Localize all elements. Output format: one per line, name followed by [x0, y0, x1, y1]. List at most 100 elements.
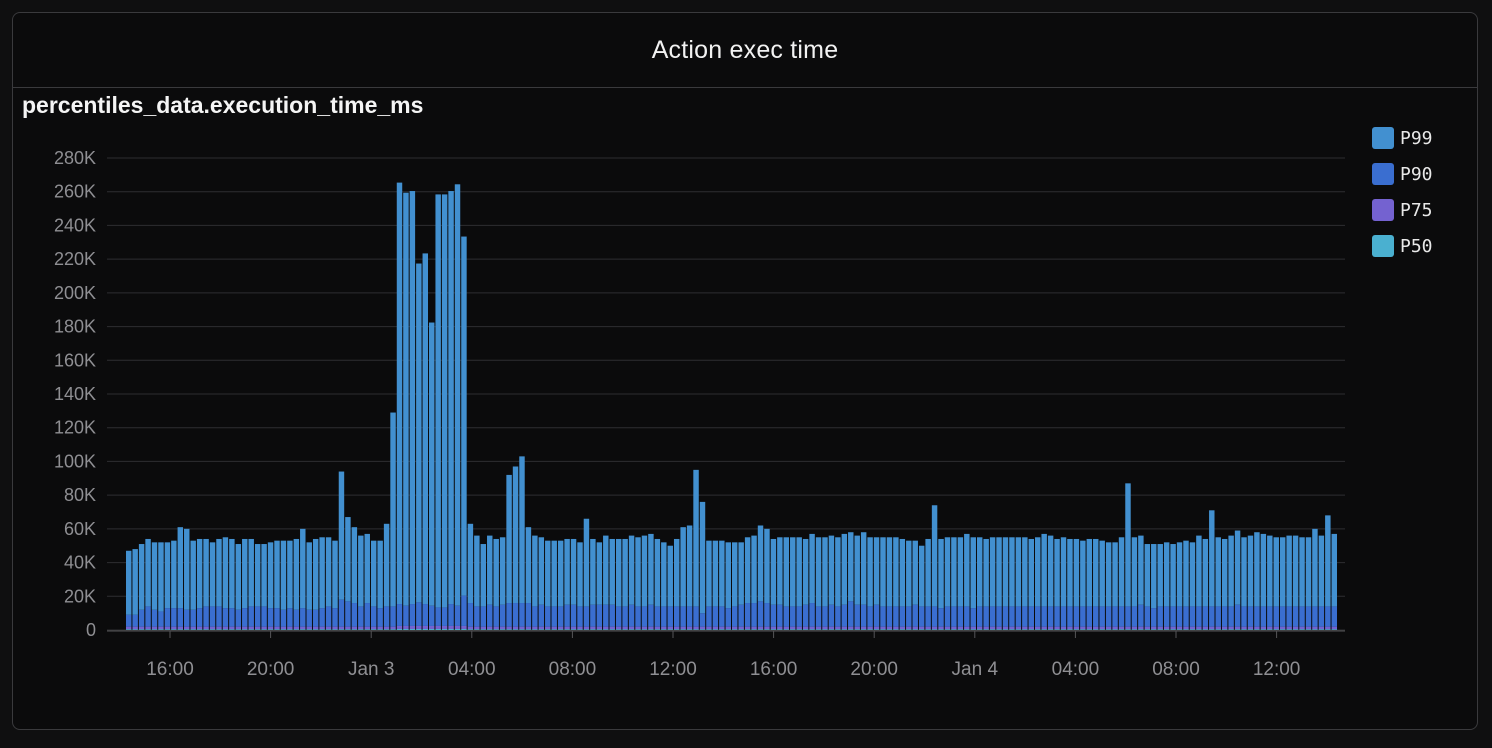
bar-p90[interactable] [1041, 606, 1047, 627]
bar-p50[interactable] [1170, 629, 1176, 630]
bar-p75[interactable] [1312, 626, 1318, 630]
bar-p75[interactable] [835, 626, 841, 630]
bar-p90[interactable] [196, 608, 203, 627]
bar-p90[interactable] [261, 606, 267, 627]
bar-p75[interactable] [1054, 626, 1060, 630]
bar-p90[interactable] [390, 606, 396, 627]
bar-p75[interactable] [132, 626, 138, 630]
bar-p99[interactable] [822, 537, 828, 607]
bar-p90[interactable] [828, 604, 835, 627]
bar-p75[interactable] [467, 626, 474, 630]
bar-p90[interactable] [931, 606, 938, 627]
bar-p75[interactable] [983, 626, 989, 630]
bar-p99[interactable] [319, 537, 325, 609]
bar-p75[interactable] [493, 626, 499, 630]
bar-p99[interactable] [1112, 542, 1118, 607]
bar-p99[interactable] [673, 538, 680, 607]
bar-p99[interactable] [680, 527, 686, 607]
bar-p75[interactable] [487, 626, 493, 630]
bar-p90[interactable] [1215, 606, 1221, 627]
bar-p50[interactable] [918, 629, 925, 630]
bar-p75[interactable] [126, 626, 132, 630]
bar-p75[interactable] [777, 626, 783, 630]
bar-p50[interactable] [287, 629, 293, 630]
bar-p90[interactable] [1331, 606, 1337, 627]
bar-p99[interactable] [757, 525, 764, 602]
bar-p50[interactable] [177, 629, 184, 630]
bar-p50[interactable] [1099, 629, 1105, 630]
bar-p50[interactable] [416, 628, 422, 630]
bar-p99[interactable] [751, 535, 757, 604]
bar-p90[interactable] [667, 606, 673, 627]
bar-p99[interactable] [358, 535, 364, 607]
bar-p90[interactable] [1118, 606, 1125, 627]
bar-p75[interactable] [461, 625, 467, 629]
bar-p99[interactable] [461, 236, 467, 596]
bar-p75[interactable] [209, 626, 216, 630]
bar-p75[interactable] [300, 626, 306, 630]
bar-p90[interactable] [802, 604, 809, 627]
bar-p50[interactable] [628, 629, 635, 630]
bar-p75[interactable] [970, 626, 976, 630]
bar-p75[interactable] [931, 626, 938, 630]
bar-p75[interactable] [164, 626, 171, 630]
bar-p75[interactable] [519, 626, 525, 630]
bar-p90[interactable] [770, 604, 777, 627]
bar-p50[interactable] [467, 629, 474, 630]
bar-p90[interactable] [1138, 604, 1144, 627]
bar-p50[interactable] [854, 629, 860, 630]
bar-p99[interactable] [719, 540, 725, 607]
bar-p50[interactable] [635, 629, 641, 630]
bar-p99[interactable] [989, 537, 996, 607]
bar-p50[interactable] [1196, 629, 1202, 630]
bar-p50[interactable] [906, 629, 912, 630]
bar-p90[interactable] [209, 606, 216, 627]
bar-p99[interactable] [622, 538, 628, 607]
bar-p90[interactable] [860, 604, 867, 627]
bar-p50[interactable] [1189, 629, 1196, 630]
bar-p50[interactable] [976, 629, 983, 630]
bar-p50[interactable] [454, 628, 461, 630]
bar-p99[interactable] [512, 466, 519, 604]
bar-p90[interactable] [1015, 606, 1022, 627]
bar-p50[interactable] [493, 629, 499, 630]
bar-p75[interactable] [551, 626, 557, 630]
bar-p90[interactable] [777, 604, 783, 627]
bar-p99[interactable] [628, 535, 635, 605]
bar-p50[interactable] [132, 629, 138, 630]
bar-p75[interactable] [435, 625, 441, 629]
bar-p50[interactable] [557, 629, 564, 630]
bar-p99[interactable] [293, 538, 300, 610]
bar-p75[interactable] [138, 626, 145, 630]
bar-p90[interactable] [467, 603, 474, 627]
bar-p50[interactable] [1286, 629, 1292, 630]
bar-p50[interactable] [545, 629, 551, 630]
bar-p99[interactable] [712, 540, 719, 607]
bar-p75[interactable] [925, 626, 931, 630]
bar-p75[interactable] [822, 626, 828, 630]
bar-p75[interactable] [1047, 626, 1054, 630]
bar-p99[interactable] [274, 540, 280, 609]
bar-p50[interactable] [622, 629, 628, 630]
bar-p90[interactable] [1209, 606, 1215, 627]
legend-item-p99[interactable]: P99 [1372, 120, 1433, 156]
bar-p50[interactable] [764, 629, 770, 630]
bar-p50[interactable] [403, 628, 409, 630]
bar-p99[interactable] [654, 538, 661, 607]
bar-p75[interactable] [525, 626, 532, 630]
bar-p75[interactable] [235, 626, 242, 630]
bar-p50[interactable] [338, 629, 345, 630]
bar-p99[interactable] [287, 540, 293, 609]
bar-p99[interactable] [1254, 532, 1260, 607]
bar-p50[interactable] [1009, 629, 1015, 630]
bar-p99[interactable] [1099, 540, 1105, 607]
bar-p75[interactable] [145, 626, 151, 630]
bar-p99[interactable] [1183, 540, 1189, 607]
bar-p90[interactable] [551, 606, 557, 627]
bar-p75[interactable] [1318, 626, 1325, 630]
bar-p99[interactable] [1131, 537, 1138, 607]
bar-p75[interactable] [757, 626, 764, 630]
bar-p99[interactable] [151, 542, 158, 610]
bar-p90[interactable] [732, 606, 738, 627]
bar-p90[interactable] [1054, 606, 1060, 627]
